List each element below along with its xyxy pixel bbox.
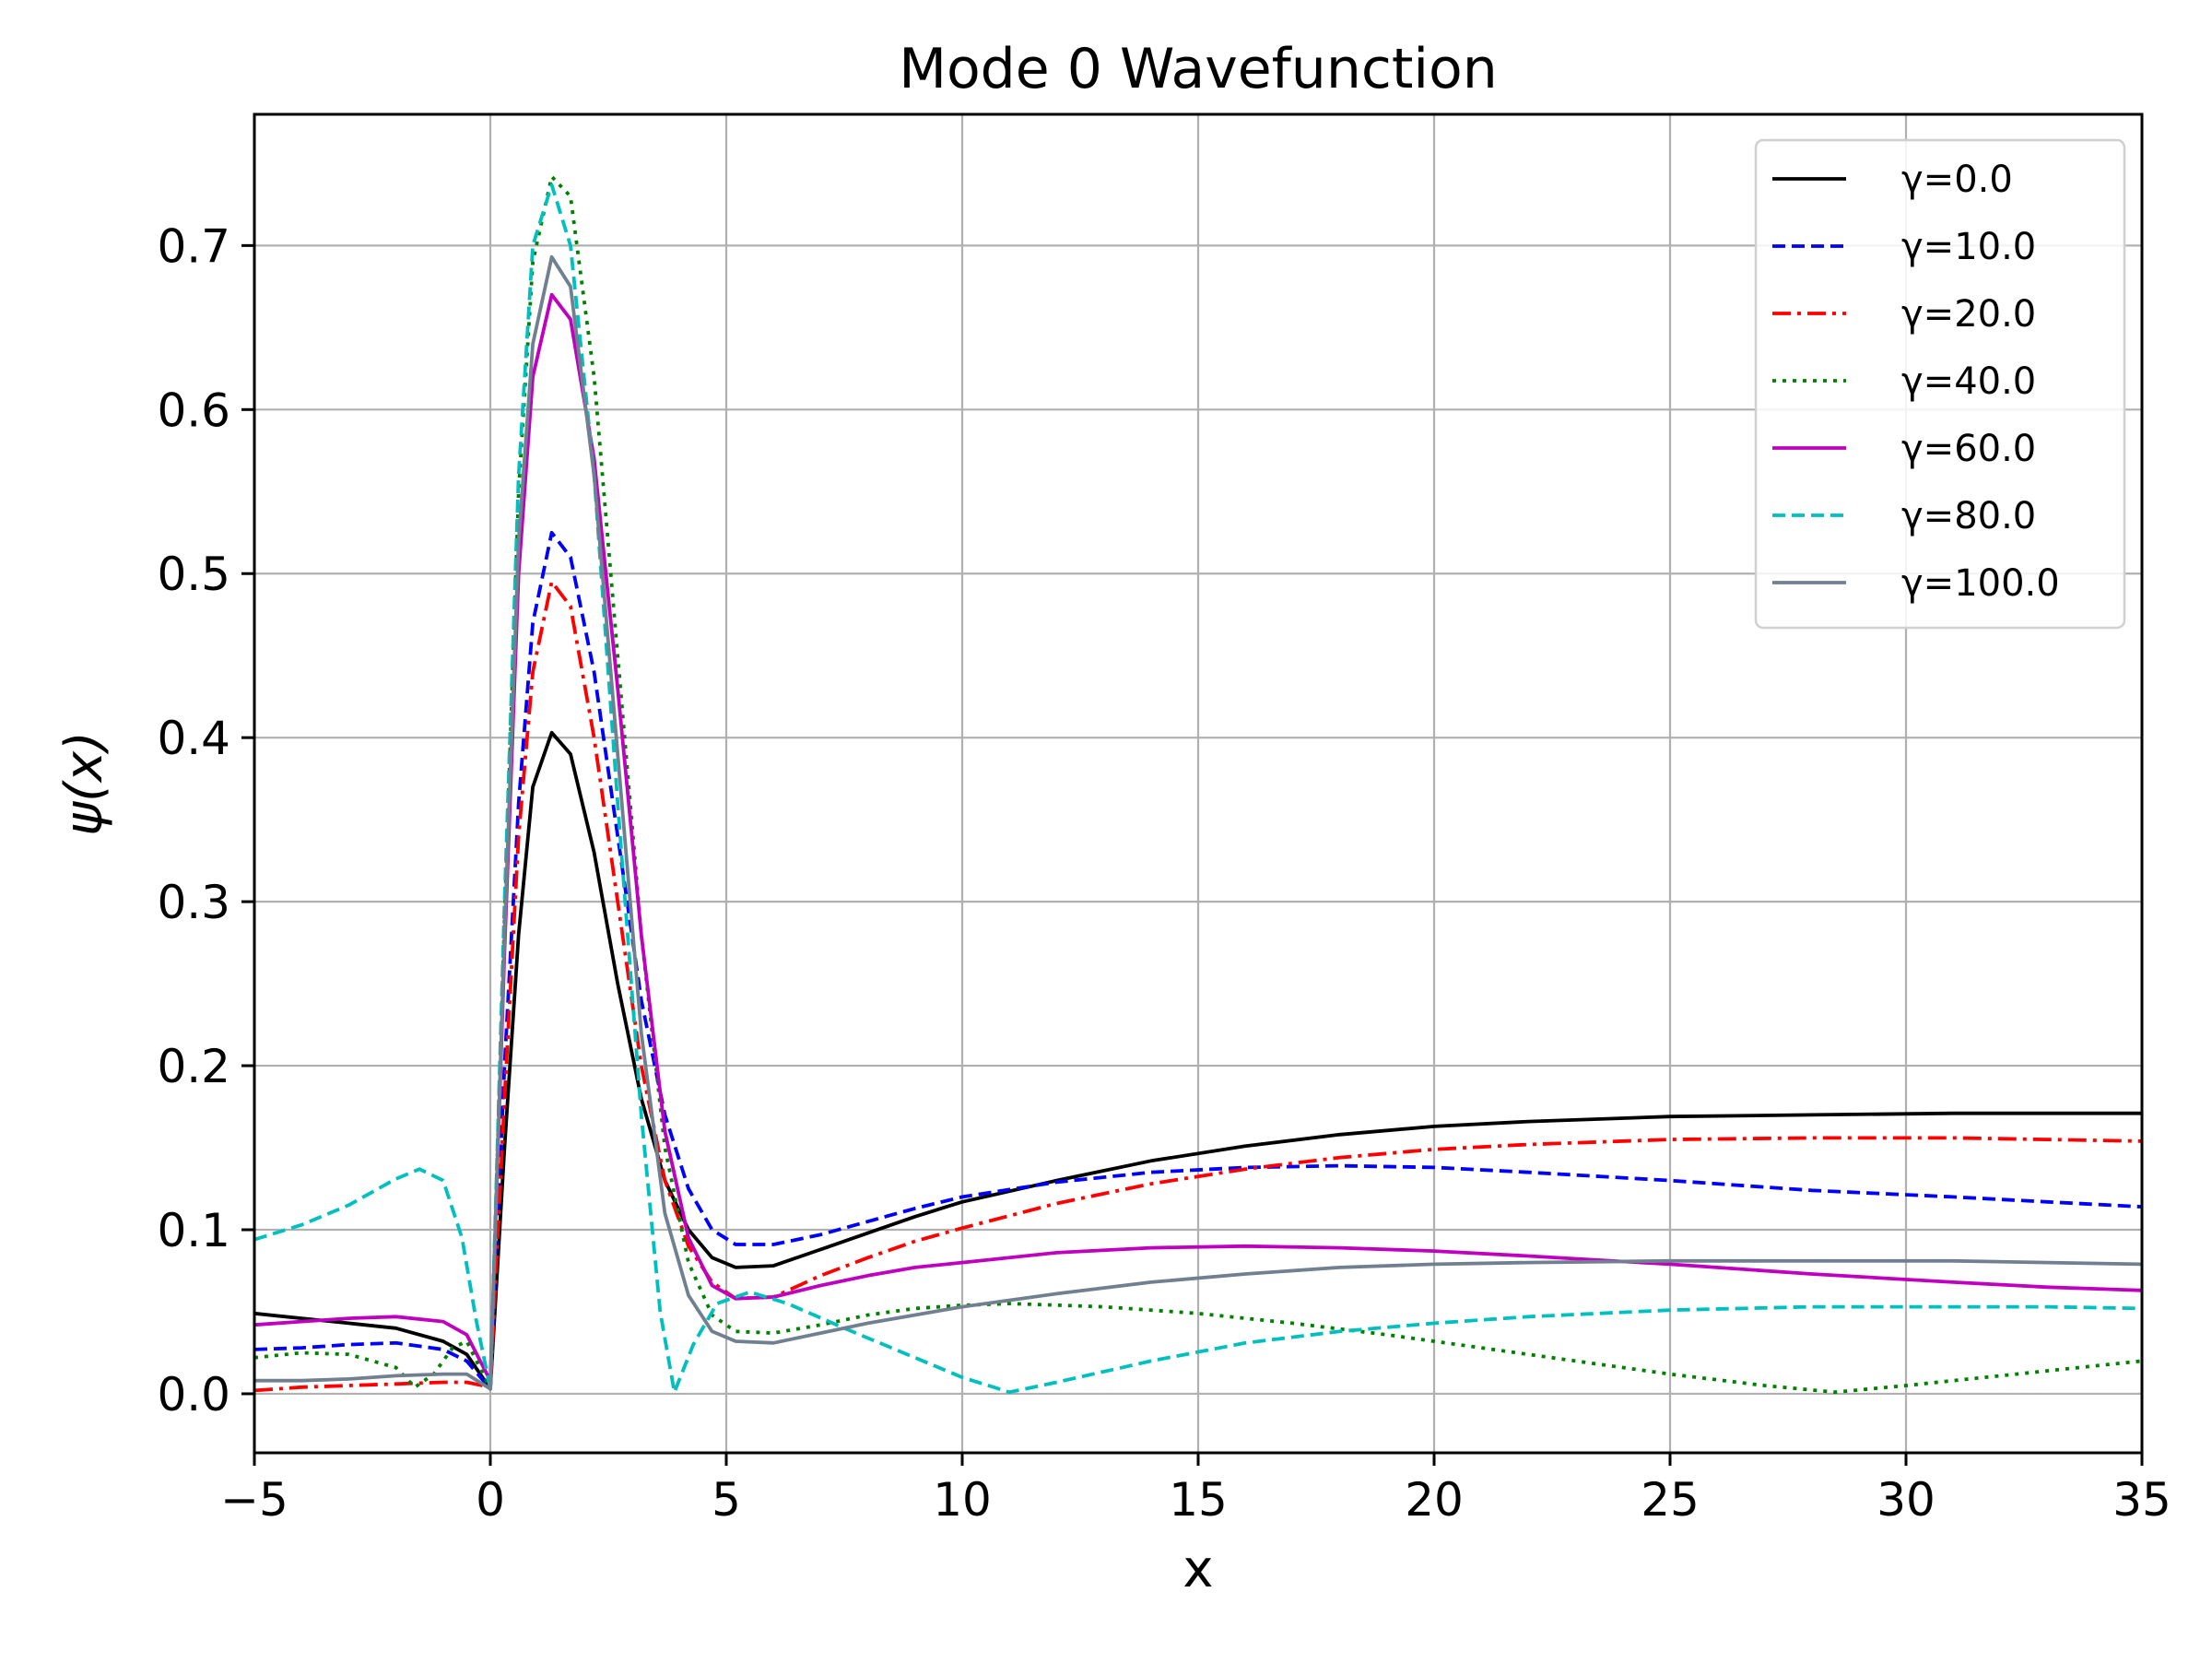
x-tick-label: 20 (1405, 1473, 1464, 1527)
chart-title: Mode 0 Wavefunction (899, 37, 1498, 101)
y-tick-label: 0.5 (157, 548, 230, 601)
series-lines (253, 174, 2143, 1395)
y-tick-label: 0.3 (157, 876, 230, 929)
y-tick-label: 0.7 (157, 219, 230, 273)
x-tick-label: 25 (1641, 1473, 1700, 1527)
legend-entry-label: γ=80.0 (1901, 495, 2036, 537)
y-tick-label: 0.1 (157, 1204, 230, 1257)
axis-ticks: −5 0 5 10 15 20 25 30 35 0.0 0.1 0.2 0.3 0.4 0.5 0.6 0.7 (157, 219, 2171, 1527)
series-line-6 (254, 254, 2143, 1391)
y-tick-label: 0.0 (157, 1368, 230, 1421)
series-line-5 (253, 183, 2143, 1395)
series-line-3 (253, 174, 2143, 1395)
x-tick-label: 30 (1877, 1473, 1936, 1527)
legend-entry-label: γ=0.0 (1901, 159, 2013, 201)
legend-entry-label: γ=40.0 (1901, 360, 2036, 403)
legend-entry-label: γ=100.0 (1901, 562, 2060, 605)
y-axis-label: ψ(x) (54, 731, 114, 836)
legend-entry-label: γ=60.0 (1901, 428, 2036, 470)
x-tick-label: 0 (476, 1473, 505, 1527)
legend: γ=0.0 γ=10.0 γ=20.0 γ=40.0 γ=60.0 γ=80.0 γ=100… (1754, 138, 2126, 630)
x-tick-label: 5 (712, 1473, 741, 1527)
x-tick-label: 15 (1169, 1473, 1228, 1527)
y-tick-label: 0.6 (157, 383, 230, 437)
x-axis-label: x (1182, 1539, 1213, 1599)
legend-box (1754, 138, 2126, 630)
x-tick-label: −5 (220, 1473, 288, 1527)
legend-entry-label: γ=10.0 (1901, 226, 2036, 268)
series-line-4 (253, 292, 2143, 1383)
x-tick-label: 35 (2112, 1473, 2171, 1527)
series-line-2 (253, 580, 2143, 1393)
y-tick-label: 0.2 (157, 1040, 230, 1093)
series-line-1 (253, 530, 2143, 1391)
legend-entry-label: γ=20.0 (1901, 293, 2036, 336)
x-tick-label: 10 (933, 1473, 992, 1527)
y-tick-label: 0.4 (157, 712, 230, 765)
